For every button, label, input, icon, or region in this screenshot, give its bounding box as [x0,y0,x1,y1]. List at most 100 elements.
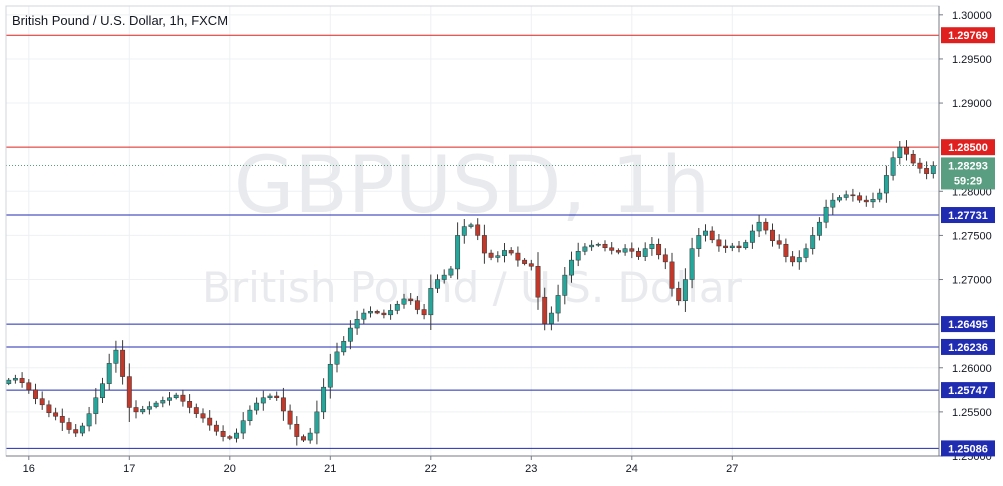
candle [180,389,186,407]
time-tick-label: 20 [224,463,236,475]
candle-body [59,416,65,423]
candle-body [676,288,682,301]
candle-body [53,412,59,417]
candle-body [629,248,635,252]
candle-body [461,226,467,236]
candle [689,237,695,289]
time-axis[interactable]: 16 17 20 21 22 23 24 27 [23,456,739,475]
price-axis[interactable]: 1.300001.295001.290001.280001.275001.270… [939,10,992,463]
candle-body [870,198,876,203]
candle-body [830,199,836,208]
candle [642,242,648,262]
candle-body [421,309,427,316]
candle-body [649,243,655,249]
candle-body [743,242,749,249]
candle-body [394,303,400,311]
candle [421,303,427,320]
candle [73,424,79,437]
candle-body [260,397,266,404]
candle-body [602,243,608,249]
candle-body [280,397,286,412]
candle [883,165,889,203]
candle [783,238,789,263]
candle [126,363,132,423]
candle-body [39,398,45,406]
candle [897,141,903,165]
candle-body [106,363,112,384]
candle-body [448,268,454,276]
candle [562,267,568,305]
candle-body [636,251,641,257]
level-label: 1.26495 [948,319,988,331]
candle [59,408,65,431]
candle-body [770,229,775,241]
candle-body [595,243,601,246]
candle [254,397,260,415]
candle [890,151,896,181]
candle [19,372,25,388]
candle-body [160,400,166,404]
candle-body [783,243,789,257]
candle [776,234,782,249]
candle [280,387,286,421]
candle [341,336,347,356]
candle [448,266,454,279]
candle [200,408,206,423]
candle [830,193,836,215]
candle [100,377,105,403]
candle [401,293,407,309]
level-label-bg [941,338,995,355]
candle [354,310,360,335]
candle [555,284,561,322]
candle-body [187,401,193,408]
candle [153,400,159,409]
candle [502,242,507,263]
candle-body [468,224,474,227]
candle-body [6,379,12,384]
candle [12,374,18,384]
candle [622,244,628,256]
candle-body [682,279,688,301]
candle-body [327,363,333,388]
candle-body [247,409,253,421]
price-tick-label: 1.29500 [952,54,992,66]
candle-body [414,300,420,310]
candle-body [863,199,869,203]
price-tick-label: 1.26000 [952,363,992,375]
candle [682,268,688,312]
candle-body [904,146,909,155]
candle [120,340,126,385]
candle [904,140,909,161]
candle [723,239,729,253]
candle [917,158,923,174]
candle [334,342,340,373]
candle-body [475,224,481,236]
candle-body [495,255,501,258]
candle [810,227,816,255]
candle-body [408,298,414,301]
candle [167,392,172,406]
candle-body [515,252,521,261]
candle [53,407,59,421]
grid [6,6,939,457]
candle [39,391,45,410]
candle [656,238,662,260]
candle-body [528,263,534,267]
candle [146,401,152,415]
candle-body [133,407,139,413]
candle [696,227,702,257]
candle-body [877,192,883,200]
candle-body [689,248,695,280]
candle-body [347,327,353,342]
candle [307,427,313,444]
candle [388,304,394,320]
candle [582,243,588,256]
candle-body [883,175,889,194]
candle [763,218,769,235]
level-label-bg [941,440,995,457]
candle-body [401,298,407,305]
candle-body [669,261,675,289]
candle-body [294,423,300,437]
